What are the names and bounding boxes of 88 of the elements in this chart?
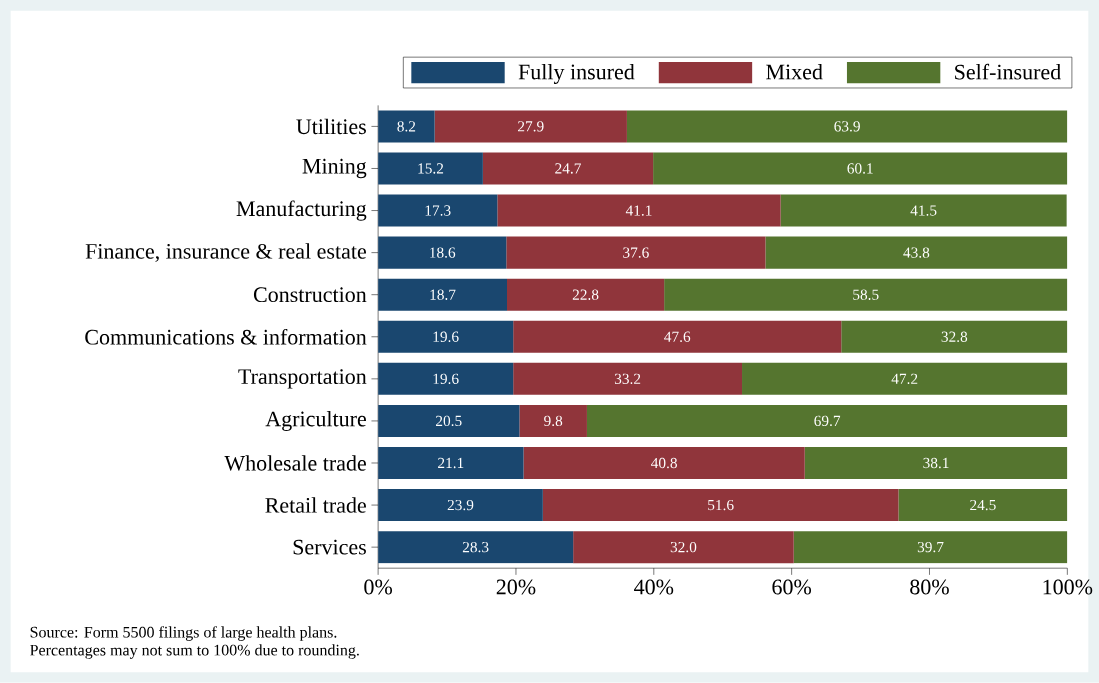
bar: [497, 194, 781, 227]
data-label: 17.3: [425, 205, 451, 216]
bar: [793, 531, 1068, 564]
data-label: 8.2: [397, 121, 416, 132]
bar: [506, 236, 766, 269]
data-label: 63.9: [834, 121, 860, 132]
bar: [513, 320, 842, 353]
data-label: 47.2: [891, 373, 918, 385]
data-label: 47.6: [664, 331, 691, 343]
legend-label: Mixed: [766, 63, 823, 80]
bar: [523, 447, 805, 480]
bar: [482, 152, 654, 185]
y-tick-label: Finance, insurance & real estate: [85, 243, 366, 263]
source-note: Source: Form 5500 filings of large health plans.: [30, 626, 337, 641]
data-label: 58.5: [853, 289, 879, 300]
bar: [378, 278, 507, 311]
data-label: 41.1: [625, 205, 652, 216]
bar: [434, 110, 627, 143]
bar: [519, 404, 587, 437]
y-tick-label: Mining: [302, 158, 367, 179]
x-tick-label: 40%: [634, 579, 674, 595]
bar: [742, 362, 1068, 395]
data-label: 69.7: [814, 415, 841, 427]
bar: [378, 320, 514, 353]
bar: [653, 152, 1068, 185]
legend-label: Self-insured: [955, 63, 1061, 80]
bar: [573, 531, 794, 564]
bar: [378, 531, 574, 564]
bar: [378, 110, 435, 143]
data-label: 32.8: [941, 331, 968, 343]
data-label: 24.5: [970, 499, 996, 511]
bar: [378, 404, 520, 437]
data-label: 20.5: [436, 415, 462, 427]
data-label: 27.9: [518, 121, 544, 132]
data-label: 23.9: [447, 499, 474, 511]
data-label: 21.1: [438, 457, 464, 469]
bar: [898, 489, 1068, 522]
bar: [378, 362, 514, 395]
bar: [378, 236, 507, 269]
x-tick-label: 60%: [772, 579, 812, 595]
bar: [780, 194, 1067, 227]
data-label: 41.5: [910, 205, 937, 216]
x-tick-label: 80%: [910, 579, 949, 595]
data-label: 15.2: [418, 163, 444, 174]
bar: [804, 447, 1068, 480]
bar: [664, 278, 1068, 311]
bar: [542, 489, 899, 522]
data-label: 22.8: [572, 289, 599, 300]
y-tick-label: Construction: [253, 287, 367, 303]
bar: [841, 320, 1068, 353]
y-tick-label: Retail trade: [265, 497, 366, 513]
data-label: 24.7: [555, 163, 581, 174]
text: Percentages may not sum to 100% due to rounding.: [30, 644, 359, 659]
y-tick-label: Manufacturing: [236, 200, 367, 221]
data-label: 33.2: [614, 373, 641, 385]
bar: [765, 236, 1068, 269]
data-label: 18.6: [430, 247, 456, 258]
y-tick-label: Services: [293, 539, 366, 555]
data-label: 43.8: [903, 247, 930, 258]
bar: [507, 278, 665, 311]
y-tick-label: Wholesale trade: [224, 455, 366, 471]
y-tick-label: Agriculture: [265, 410, 366, 431]
bar: [626, 110, 1068, 143]
data-label: 37.6: [623, 247, 649, 258]
data-label: 28.3: [462, 542, 489, 553]
data-label: 40.8: [651, 457, 677, 469]
bar: [378, 489, 543, 522]
data-label: 51.6: [708, 499, 734, 511]
bar: [378, 152, 483, 185]
legend-label: Fully insured: [518, 63, 635, 85]
y-tick-label: Utilities: [296, 118, 366, 135]
bar: [378, 447, 524, 480]
y-tick-label: Communications & information: [85, 328, 367, 345]
data-label: 19.6: [433, 373, 459, 385]
data-label: 38.1: [923, 457, 949, 469]
y-tick-label: Transportation: [238, 369, 367, 389]
x-tick-label: 20%: [496, 579, 536, 595]
bar: [378, 194, 498, 227]
data-label: 18.7: [430, 289, 456, 300]
x-tick-label: 100%: [1043, 579, 1093, 595]
bar: [586, 404, 1068, 437]
x-tick-label: 0%: [364, 579, 393, 595]
data-label: 39.7: [917, 542, 944, 553]
bar: [513, 362, 743, 395]
data-label: 9.8: [544, 415, 563, 427]
data-label: 19.6: [433, 331, 459, 343]
data-label: 60.1: [847, 163, 873, 174]
data-label: 32.0: [670, 542, 697, 553]
